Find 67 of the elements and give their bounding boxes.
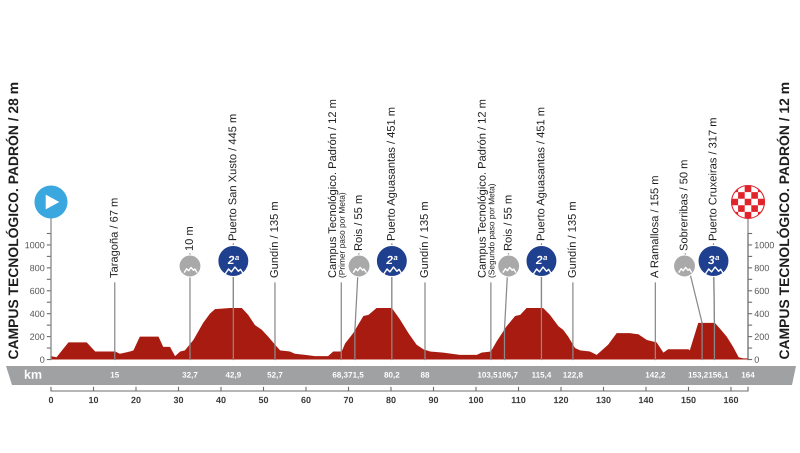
x2-tick-label: 156,1	[708, 372, 728, 379]
x-tick-label: 50	[258, 396, 268, 404]
y2-tick-label: 200	[754, 334, 769, 340]
x-tick-label: 90	[428, 396, 438, 404]
annotation: 2ª	[386, 256, 398, 264]
y-axis-title: CAMPUS TECNOLÓGICO. PADRÓN / 28 m	[6, 82, 18, 359]
ref-line-label: Campus Tecnológico. Padrón / 12 m (Primer paso por Meta)	[328, 100, 346, 278]
x2-tick-label: 153,2	[688, 372, 708, 379]
x2-tick-label: 71,5	[348, 372, 364, 379]
x2-tick-label: 142,2	[646, 372, 666, 379]
annotation: Puerto San Xusto / 445 m	[228, 114, 236, 240]
ref-line-label: Taragoña / 67 m	[110, 198, 120, 278]
x-tick-label: 40	[216, 396, 226, 404]
x2-axis-title: km	[24, 370, 42, 379]
annotation: Puerto Cruxeiras / 317 m	[708, 118, 716, 240]
x2-tick-label: 15	[110, 372, 120, 378]
x2-tick-label: 80,2	[384, 372, 400, 379]
ref-line-label: Gundín / 135 m	[420, 202, 428, 278]
annotation: Puerto Aguasantas / 451 m	[536, 108, 547, 240]
x-tick-label: 10	[89, 396, 98, 404]
ref-line-label: Gundín / 135 m	[270, 202, 278, 278]
ref-line-label: Campus Tecnológico. Padrón / 12 m (Segundo paso por Meta)	[477, 100, 496, 278]
x2-tick-label: 164	[742, 372, 755, 378]
annotation: Rois / 55 m	[503, 196, 512, 250]
y-tick-label: 600	[30, 288, 44, 294]
annotation: Puerto Aguasantas / 451 m	[386, 108, 398, 240]
y2-axis-title: CAMPUS TECNOLÓGICO. PADRÓN / 12 m	[776, 82, 790, 359]
x2-tick-label: 32,7	[182, 372, 198, 379]
x-tick-label: 120	[554, 396, 568, 404]
x-tick-label: 150	[682, 396, 696, 404]
x2-tick-label: 115,4	[532, 372, 552, 379]
annotation: Sobrerribas / 50 m	[679, 160, 688, 250]
y2-tick-label: 600	[754, 288, 769, 294]
x-tick-label: 160	[724, 396, 738, 404]
y-tick-label: 0	[40, 356, 44, 363]
y-tick-label: 1000	[25, 242, 44, 248]
y2-tick-label: 1000	[754, 242, 774, 248]
ref-line-label: Gundín / 135 m	[568, 202, 576, 278]
annotation: 3ª	[708, 256, 720, 264]
x-tick-label: 100	[469, 396, 484, 404]
x-tick-label: 130	[596, 396, 611, 404]
x-tick-label: 30	[174, 396, 184, 404]
x2-tick-label: 103,5	[478, 372, 498, 379]
ref-line-label: A Ramallosa / 155 m	[650, 176, 658, 278]
x2-tick-label: 106,7	[498, 372, 518, 379]
x2-tick-label: 68,3	[332, 372, 348, 379]
annotation: 2ª	[228, 256, 240, 264]
x2-tick-label: 88	[420, 372, 430, 378]
y2-tick-label: 0	[754, 356, 759, 363]
annotation: 2ª	[536, 256, 548, 264]
y-tick-label: 400	[30, 310, 44, 318]
x2-tick-label: 42,9	[226, 372, 241, 379]
y-tick-label: 200	[30, 334, 44, 340]
x2-tick-label: 52,7	[267, 372, 282, 379]
y-tick-label: 800	[30, 264, 44, 272]
annotation: Rois / 55 m	[354, 196, 362, 250]
x-tick-label: 140	[639, 396, 654, 404]
x-tick-label: 80	[386, 396, 396, 404]
x2-tick-label: 122,8	[563, 372, 583, 379]
x-tick-label: 0	[48, 396, 54, 404]
y2-tick-label: 800	[754, 264, 769, 272]
x-tick-label: 20	[131, 396, 141, 404]
y2-tick-label: 400	[754, 310, 769, 318]
x-tick-label: 110	[512, 396, 526, 404]
annotation: 10 m	[185, 227, 193, 250]
x-tick-label: 60	[301, 396, 311, 404]
x-tick-label: 70	[344, 396, 354, 404]
